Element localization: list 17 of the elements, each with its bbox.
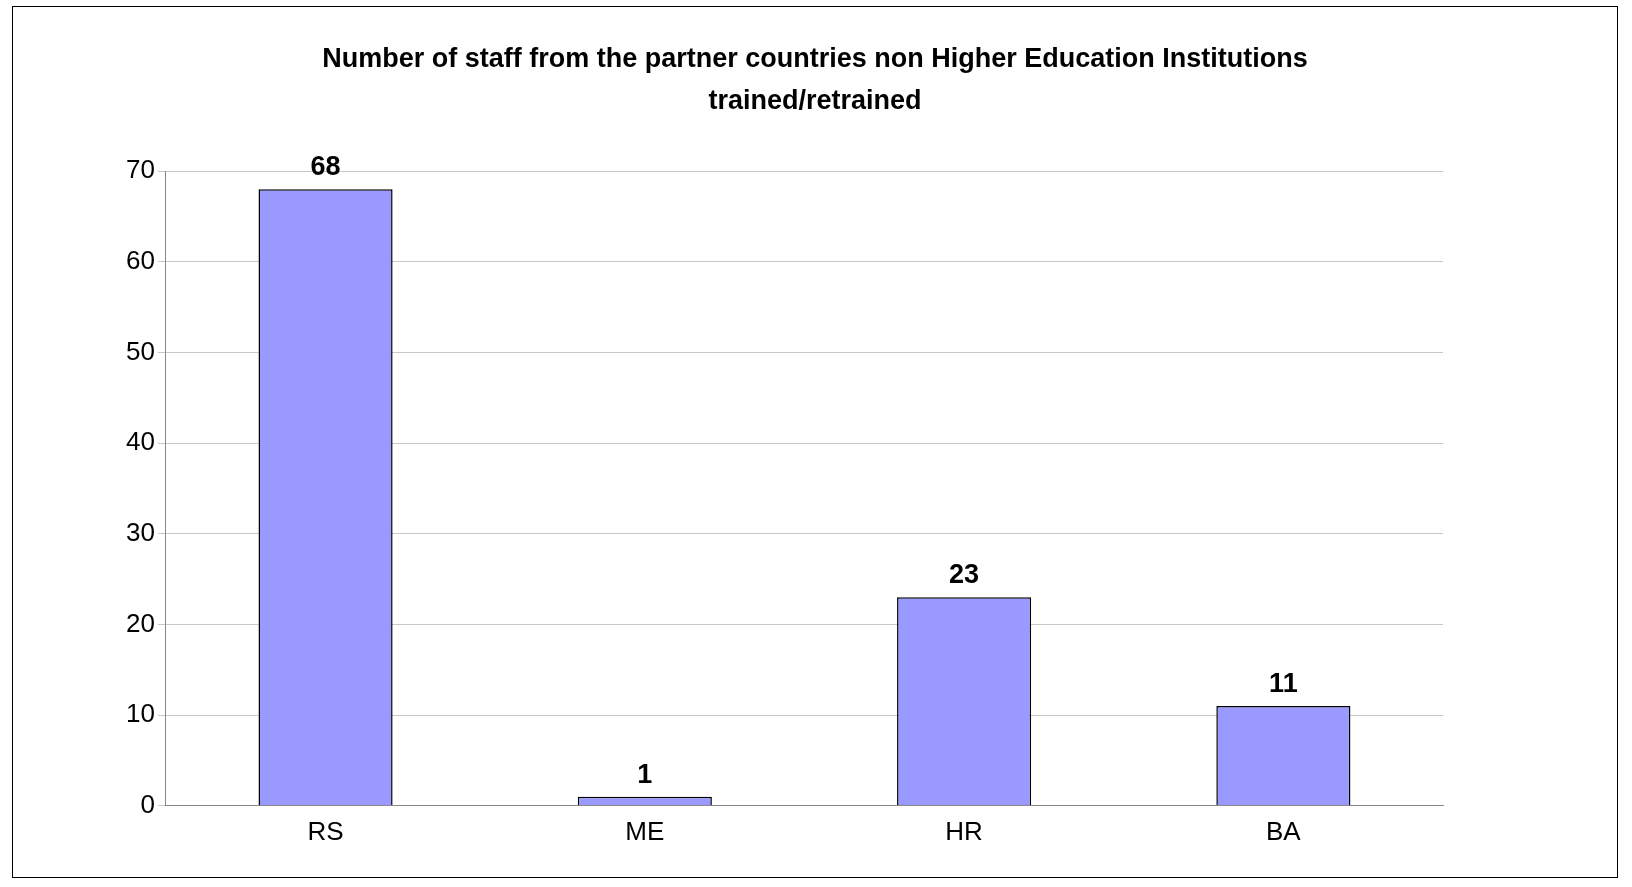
- data-label: 1: [637, 758, 653, 789]
- data-label: 68: [310, 151, 341, 182]
- y-tick-label: 40: [126, 426, 155, 457]
- y-tick-label: 30: [126, 516, 155, 547]
- x-tick-label: BA: [1266, 815, 1302, 846]
- x-tick-label: RS: [307, 815, 344, 846]
- x-tick-label: ME: [625, 815, 665, 846]
- chart-title: Number of staff from the partner countries non Higher Education Institutions trained/retrained: [321, 42, 1309, 117]
- y-tick-label: 10: [126, 698, 155, 729]
- x-tick-label: HR: [945, 815, 983, 846]
- y-tick-label: 50: [126, 335, 155, 366]
- data-label: 11: [1269, 668, 1298, 698]
- y-tick-label: 20: [126, 607, 155, 638]
- y-tick-label: 70: [126, 154, 155, 185]
- data-label: 23: [949, 559, 980, 590]
- y-tick-label: 0: [140, 788, 155, 819]
- y-tick-label: 60: [126, 244, 155, 275]
